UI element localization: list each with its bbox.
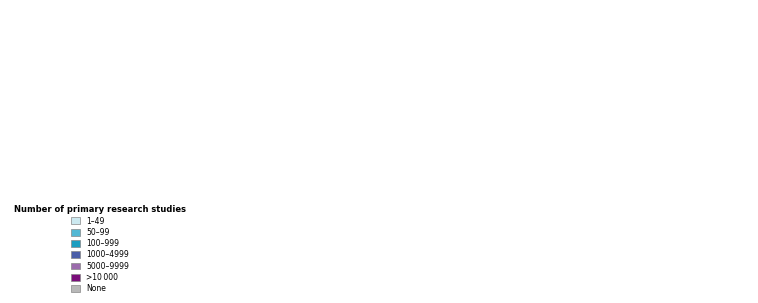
Legend: 1–49, 50–99, 100–999, 1000–4999, 5000–9999, >10 000, None: 1–49, 50–99, 100–999, 1000–4999, 5000–99… xyxy=(13,204,188,295)
